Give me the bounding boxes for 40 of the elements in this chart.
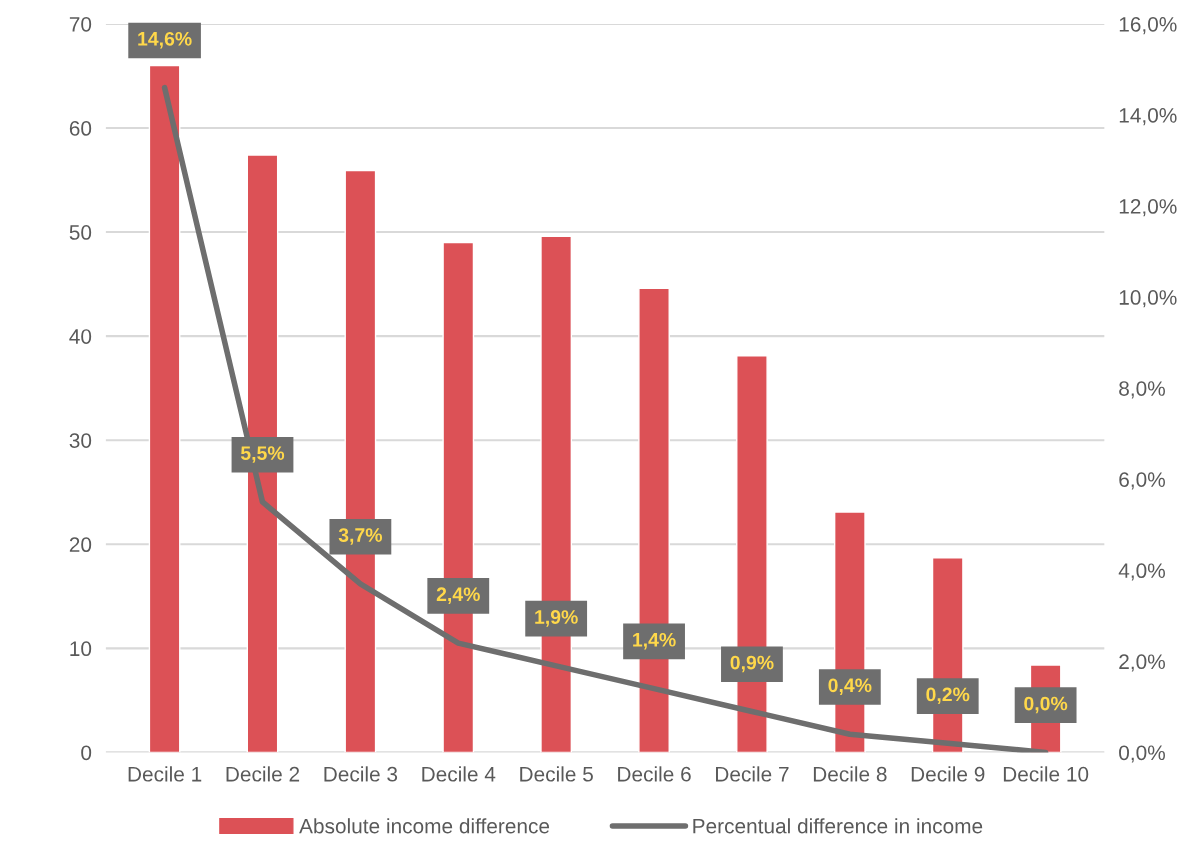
x-tick-label: Decile 1	[128, 766, 202, 782]
legend-label: Absolute income difference	[299, 818, 550, 834]
y2-tick-label: 0,0%	[1119, 745, 1165, 763]
x-tick-label: Decile 6	[618, 766, 691, 782]
data-label: 0,0%	[1024, 696, 1068, 714]
y-tick-label: 50	[69, 225, 92, 240]
bar	[148, 64, 181, 753]
y2-tick-label: 14,0%	[1119, 108, 1177, 126]
data-label: 0,2%	[926, 687, 970, 705]
y2-tick-label: 8,0%	[1119, 381, 1165, 399]
y-tick-label: 20	[69, 537, 92, 553]
y-tick-label: 70	[69, 16, 92, 32]
data-label: 0,4%	[828, 678, 872, 696]
y2-tick-label: 4,0%	[1118, 563, 1165, 581]
data-label: 5,5%	[240, 446, 285, 463]
y-tick-label: 60	[69, 121, 92, 136]
data-label: 3,7%	[338, 528, 383, 545]
x-tick-label: Decile 10	[1003, 766, 1089, 782]
y2-tick-label: 6,0%	[1119, 472, 1165, 490]
data-label: 1,4%	[633, 632, 676, 650]
x-tick-label: Decile 4	[422, 766, 496, 782]
data-label: 1,9%	[535, 610, 578, 627]
x-tick-label: Decile 7	[716, 766, 789, 782]
data-label: 14,6%	[138, 31, 192, 49]
x-tick-label: Decile 9	[911, 766, 985, 782]
y2-tick-label: 2,0%	[1119, 654, 1165, 672]
x-tick-label: Decile 3	[324, 766, 398, 782]
x-tick-label: Decile 2	[226, 766, 300, 782]
y2-tick-label: 10,0%	[1119, 290, 1177, 308]
data-label: 0,9%	[730, 655, 774, 673]
x-tick-label: Decile 8	[813, 766, 887, 782]
data-label: 2,4%	[436, 587, 480, 604]
x-tick-label: Decile 5	[520, 766, 593, 782]
y2-tick-label: 16,0%	[1119, 16, 1177, 35]
y-tick-label: 30	[69, 433, 92, 448]
legend-label: Percentual difference in income	[693, 818, 983, 834]
y-tick-label: 10	[70, 641, 92, 657]
y-tick-label: 0	[81, 745, 92, 761]
y-tick-label: 40	[69, 329, 92, 344]
y2-tick-label: 12,0%	[1119, 199, 1177, 217]
